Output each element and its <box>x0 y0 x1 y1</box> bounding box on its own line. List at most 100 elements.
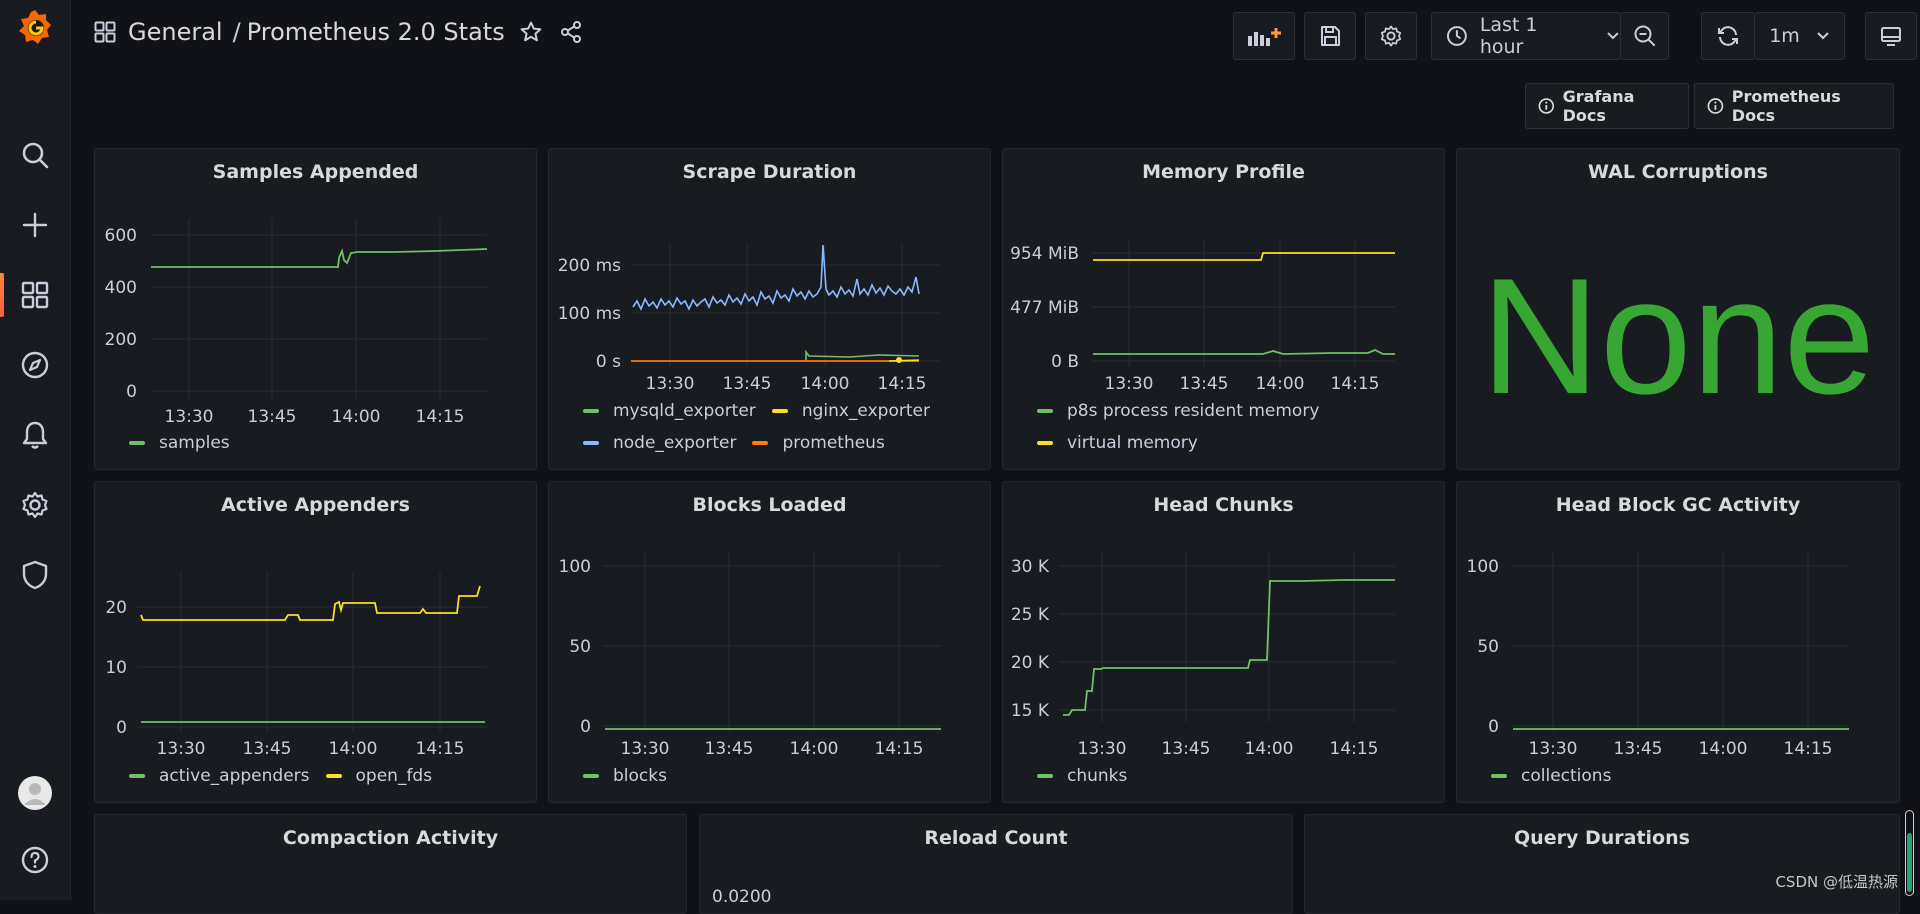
y-tick: 30 K <box>1011 557 1050 577</box>
panel-reload-count[interactable]: Reload Count 0.0200 <box>699 814 1293 914</box>
panel-compaction-activity[interactable]: Compaction Activity <box>94 814 687 914</box>
panel-head-block-gc-activity[interactable]: Head Block GC Activity 100 50 0 13:30 13… <box>1456 481 1900 803</box>
panel-query-durations[interactable]: Query Durations <box>1304 814 1900 914</box>
grafana-docs-link[interactable]: Grafana Docs <box>1525 83 1689 129</box>
tv-mode-button[interactable] <box>1865 12 1917 60</box>
panel-title: Reload Count <box>924 827 1068 849</box>
panel-wal-corruptions[interactable]: WAL Corruptions None <box>1456 148 1900 470</box>
legend-item[interactable]: samples <box>159 433 230 453</box>
y-tick: 50 <box>569 637 591 657</box>
panel-head-chunks[interactable]: Head Chunks 30 K 25 K 20 K 15 K 13:30 13… <box>1002 481 1445 803</box>
dashboard-settings-button[interactable] <box>1365 12 1417 60</box>
breadcrumb: General / Prometheus 2.0 Stats <box>94 18 583 46</box>
save-dashboard-button[interactable] <box>1304 12 1356 60</box>
legend-item[interactable]: p8s process resident memory <box>1067 401 1320 421</box>
y-tick: 0 <box>580 717 591 737</box>
legend: active_appenders open_fds <box>129 766 448 786</box>
x-tick: 14:15 <box>416 739 465 759</box>
x-tick: 13:45 <box>705 739 754 759</box>
panel-active-appenders[interactable]: Active Appenders 20 10 0 13:30 13:45 14:… <box>94 481 537 803</box>
grafana-logo-icon[interactable] <box>0 2 70 52</box>
legend-item[interactable]: nginx_exporter <box>801 401 930 421</box>
breadcrumb-separator: / <box>232 18 241 46</box>
legend: p8s process resident memory <box>1037 401 1335 421</box>
y-tick: 400 <box>105 278 137 298</box>
add-panel-button[interactable] <box>1233 12 1295 60</box>
legend: chunks <box>1037 766 1143 786</box>
y-tick: 20 <box>105 598 127 618</box>
scrollbar[interactable] <box>1905 810 1914 896</box>
x-tick: 14:00 <box>329 739 378 759</box>
legend-item[interactable]: virtual memory <box>1067 433 1198 453</box>
prometheus-docs-link[interactable]: Prometheus Docs <box>1694 83 1894 129</box>
x-tick: 13:30 <box>1529 739 1578 759</box>
configuration-gear-icon[interactable] <box>0 480 70 530</box>
legend-item[interactable]: active_appenders <box>159 766 310 786</box>
legend: node_exporter prometheus <box>583 433 901 453</box>
y-tick: 200 <box>105 330 137 350</box>
legend-item[interactable]: open_fds <box>355 766 433 786</box>
help-icon[interactable] <box>0 835 70 885</box>
alerting-bell-icon[interactable] <box>0 410 70 460</box>
share-icon[interactable] <box>559 20 583 44</box>
x-tick: 14:15 <box>416 407 465 427</box>
legend-item[interactable]: collections <box>1521 766 1612 786</box>
series-line-resident-memory <box>1093 349 1395 355</box>
legend-item[interactable]: node_exporter <box>613 433 737 453</box>
create-plus-icon[interactable] <box>0 200 70 250</box>
x-tick: 14:15 <box>1331 374 1380 394</box>
explore-compass-icon[interactable] <box>0 340 70 390</box>
refresh-button[interactable] <box>1701 12 1755 60</box>
y-tick: 477 MiB <box>1010 298 1079 318</box>
x-tick: 13:45 <box>248 407 297 427</box>
dashboard-title[interactable]: Prometheus 2.0 Stats <box>246 18 505 46</box>
star-icon[interactable] <box>519 20 543 44</box>
x-tick: 14:00 <box>332 407 381 427</box>
legend-swatch <box>583 409 599 413</box>
x-tick: 13:30 <box>646 374 695 394</box>
legend-item[interactable]: prometheus <box>782 433 885 453</box>
x-tick: 14:15 <box>1330 739 1379 759</box>
search-icon[interactable] <box>0 130 70 180</box>
panel-title: Head Chunks <box>1153 494 1294 516</box>
dashboard-grid-icon <box>94 21 116 43</box>
info-icon <box>1538 98 1555 114</box>
panel-scrape-duration[interactable]: Scrape Duration 200 ms 100 ms 0 s 13:30 … <box>548 148 991 470</box>
scrollbar-thumb[interactable] <box>1907 833 1912 892</box>
user-avatar[interactable] <box>0 768 70 818</box>
refresh-interval-label: 1m <box>1769 25 1800 47</box>
legend-swatch <box>129 774 145 778</box>
zoom-out-button[interactable] <box>1621 12 1669 60</box>
blocks-loaded-chart: 100 50 0 13:30 13:45 14:00 14:15 <box>559 552 941 759</box>
y-tick: 0.0200 <box>712 887 772 907</box>
panel-samples-appended[interactable]: Samples Appended 600 400 200 0 13:30 13:… <box>94 148 537 470</box>
panel-title: WAL Corruptions <box>1588 161 1768 183</box>
panel-blocks-loaded[interactable]: Blocks Loaded 100 50 0 13:30 13:45 14:00… <box>548 481 991 803</box>
x-tick: 13:30 <box>165 407 214 427</box>
active-appenders-chart: 20 10 0 13:30 13:45 14:00 14:15 <box>105 572 487 759</box>
y-tick: 100 ms <box>558 304 621 324</box>
legend-swatch <box>325 774 342 778</box>
x-tick: 13:45 <box>1614 739 1663 759</box>
panel-memory-profile[interactable]: Memory Profile 954 MiB 477 MiB 0 B 13:30… <box>1002 148 1445 470</box>
server-admin-shield-icon[interactable] <box>0 550 70 600</box>
clock-icon <box>1446 26 1467 46</box>
y-tick: 100 <box>559 557 591 577</box>
grafana-docs-label: Grafana Docs <box>1562 87 1635 125</box>
legend: virtual memory <box>1037 433 1214 453</box>
y-tick: 25 K <box>1011 605 1050 625</box>
y-tick: 100 <box>1467 557 1499 577</box>
legend-item[interactable]: blocks <box>613 766 667 786</box>
breadcrumb-folder[interactable]: General <box>128 18 223 46</box>
legend-swatch <box>583 774 599 778</box>
legend-item[interactable]: mysqld_exporter <box>613 401 756 421</box>
refresh-interval-picker[interactable]: 1m <box>1755 12 1845 60</box>
dashboards-icon[interactable] <box>0 270 70 320</box>
time-range-picker[interactable]: Last 1 hour <box>1431 12 1621 60</box>
y-tick: 0 <box>1488 717 1499 737</box>
legend-item[interactable]: chunks <box>1067 766 1128 786</box>
refresh-icon <box>1718 26 1738 46</box>
y-tick: 20 K <box>1011 653 1050 673</box>
x-tick: 13:30 <box>621 739 670 759</box>
y-tick: 600 <box>105 226 137 246</box>
